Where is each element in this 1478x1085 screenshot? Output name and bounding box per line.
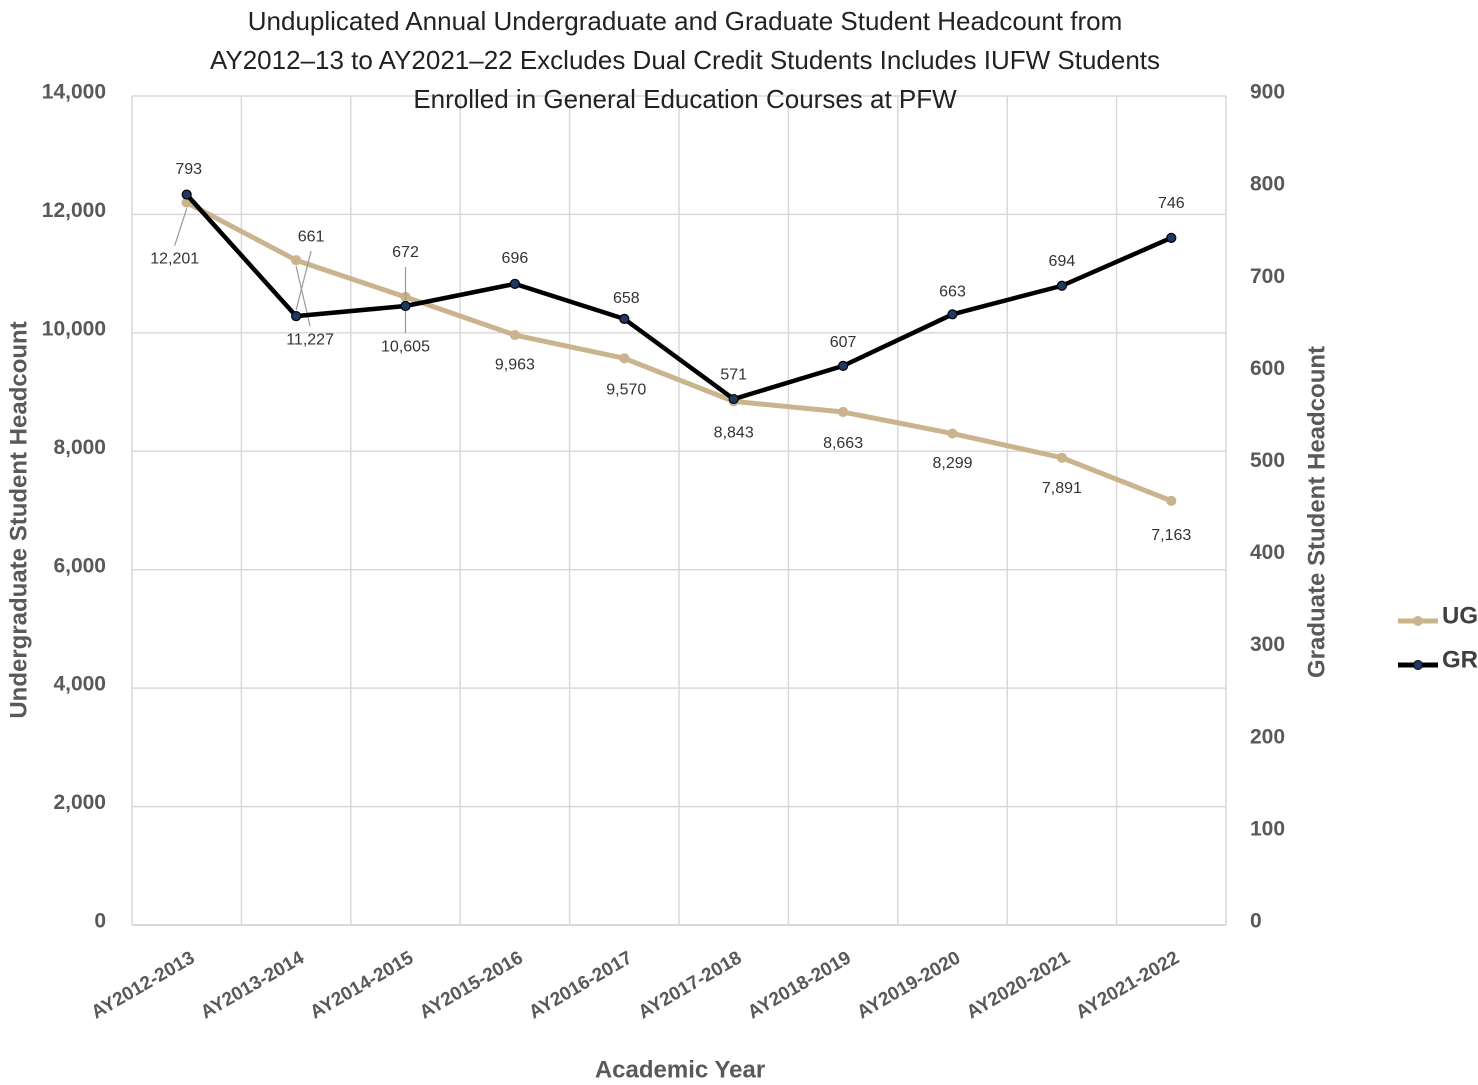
y2-axis-title: Graduate Student Headcount [1303, 346, 1330, 678]
legend-label: GR [1442, 646, 1478, 673]
point [947, 309, 958, 320]
y2-tick-label: 600 [1250, 357, 1285, 380]
data-label: 746 [1158, 195, 1185, 212]
y-tick-label: 2,000 [53, 791, 106, 814]
legend-marker [1413, 660, 1423, 670]
point [1166, 495, 1177, 506]
point [619, 353, 630, 364]
x-tick-label: AY2018-2019 [744, 947, 855, 1023]
legend-marker [1413, 616, 1423, 626]
data-label: 661 [298, 228, 325, 245]
point [291, 311, 302, 322]
data-label: 663 [939, 284, 966, 301]
x-tick-label: AY2019-2020 [854, 947, 965, 1023]
x-tick-label: AY2012-2013 [88, 947, 199, 1023]
x-tick-label: AY2014-2015 [307, 947, 418, 1023]
x-tick-label: AY2017-2018 [635, 947, 746, 1023]
y-tick-label: 0 [94, 910, 106, 933]
y-tick-label: 6,000 [53, 554, 106, 577]
x-tick-label: AY2015-2016 [416, 947, 527, 1023]
point [509, 329, 521, 341]
point [947, 428, 958, 439]
x-tick-label: AY2016-2017 [525, 947, 636, 1023]
leader-line [295, 250, 312, 311]
point [291, 255, 302, 266]
data-label: 9,570 [606, 382, 646, 399]
y2-tick-label: 200 [1250, 725, 1285, 748]
data-label: 694 [1049, 253, 1076, 270]
y-tick-label: 10,000 [42, 317, 106, 340]
y2-tick-label: 0 [1250, 910, 1262, 933]
data-label: 11,227 [286, 331, 334, 348]
data-label: 571 [720, 366, 747, 383]
point [728, 393, 739, 405]
y2-tick-label: 900 [1250, 81, 1285, 104]
data-label: 8,663 [823, 435, 863, 452]
data-label: 9,963 [495, 356, 535, 373]
leader-line [174, 208, 188, 246]
y2-tick-label: 400 [1250, 541, 1285, 564]
data-label: 8,299 [932, 455, 972, 472]
point [837, 406, 849, 418]
point [1166, 232, 1177, 243]
series-line [185, 200, 1173, 504]
series-line [185, 193, 1173, 402]
y2-tick-label: 300 [1250, 633, 1285, 656]
x-tick-label: AY2013-2014 [197, 947, 308, 1023]
point [509, 278, 521, 290]
point [1056, 280, 1068, 291]
x-axis-title: Academic Year [595, 1056, 765, 1083]
y-tick-label: 12,000 [42, 199, 106, 222]
data-label: 7,163 [1151, 527, 1191, 544]
data-label: 12,201 [150, 251, 199, 268]
point [619, 313, 630, 325]
data-label: 607 [830, 334, 857, 351]
data-label: 7,891 [1042, 480, 1082, 497]
point [837, 360, 849, 371]
chart-title: Unduplicated Annual Undergraduate and Gr… [209, 6, 1161, 114]
y-tick-label: 4,000 [53, 673, 106, 696]
y2-tick-label: 500 [1250, 449, 1285, 472]
data-label: 793 [175, 161, 202, 178]
data-label: 8,843 [714, 425, 754, 442]
data-label: 672 [392, 244, 419, 261]
legend-label: UG [1442, 602, 1478, 629]
y-tick-label: 8,000 [53, 436, 106, 459]
x-tick-label: AY2020-2021 [963, 947, 1074, 1023]
point [400, 300, 411, 312]
y2-tick-label: 700 [1250, 265, 1285, 288]
point [1056, 452, 1068, 463]
point [181, 189, 192, 200]
data-label: 658 [613, 290, 640, 307]
y-tick-label: 14,000 [42, 81, 106, 104]
y2-tick-label: 100 [1250, 817, 1285, 840]
y-axis-title: Undergraduate Student Headcount [5, 321, 32, 718]
x-tick-label: AY2021-2022 [1072, 947, 1183, 1023]
data-label: 10,605 [381, 338, 430, 355]
y2-tick-label: 800 [1250, 173, 1285, 196]
data-label: 696 [502, 250, 529, 267]
